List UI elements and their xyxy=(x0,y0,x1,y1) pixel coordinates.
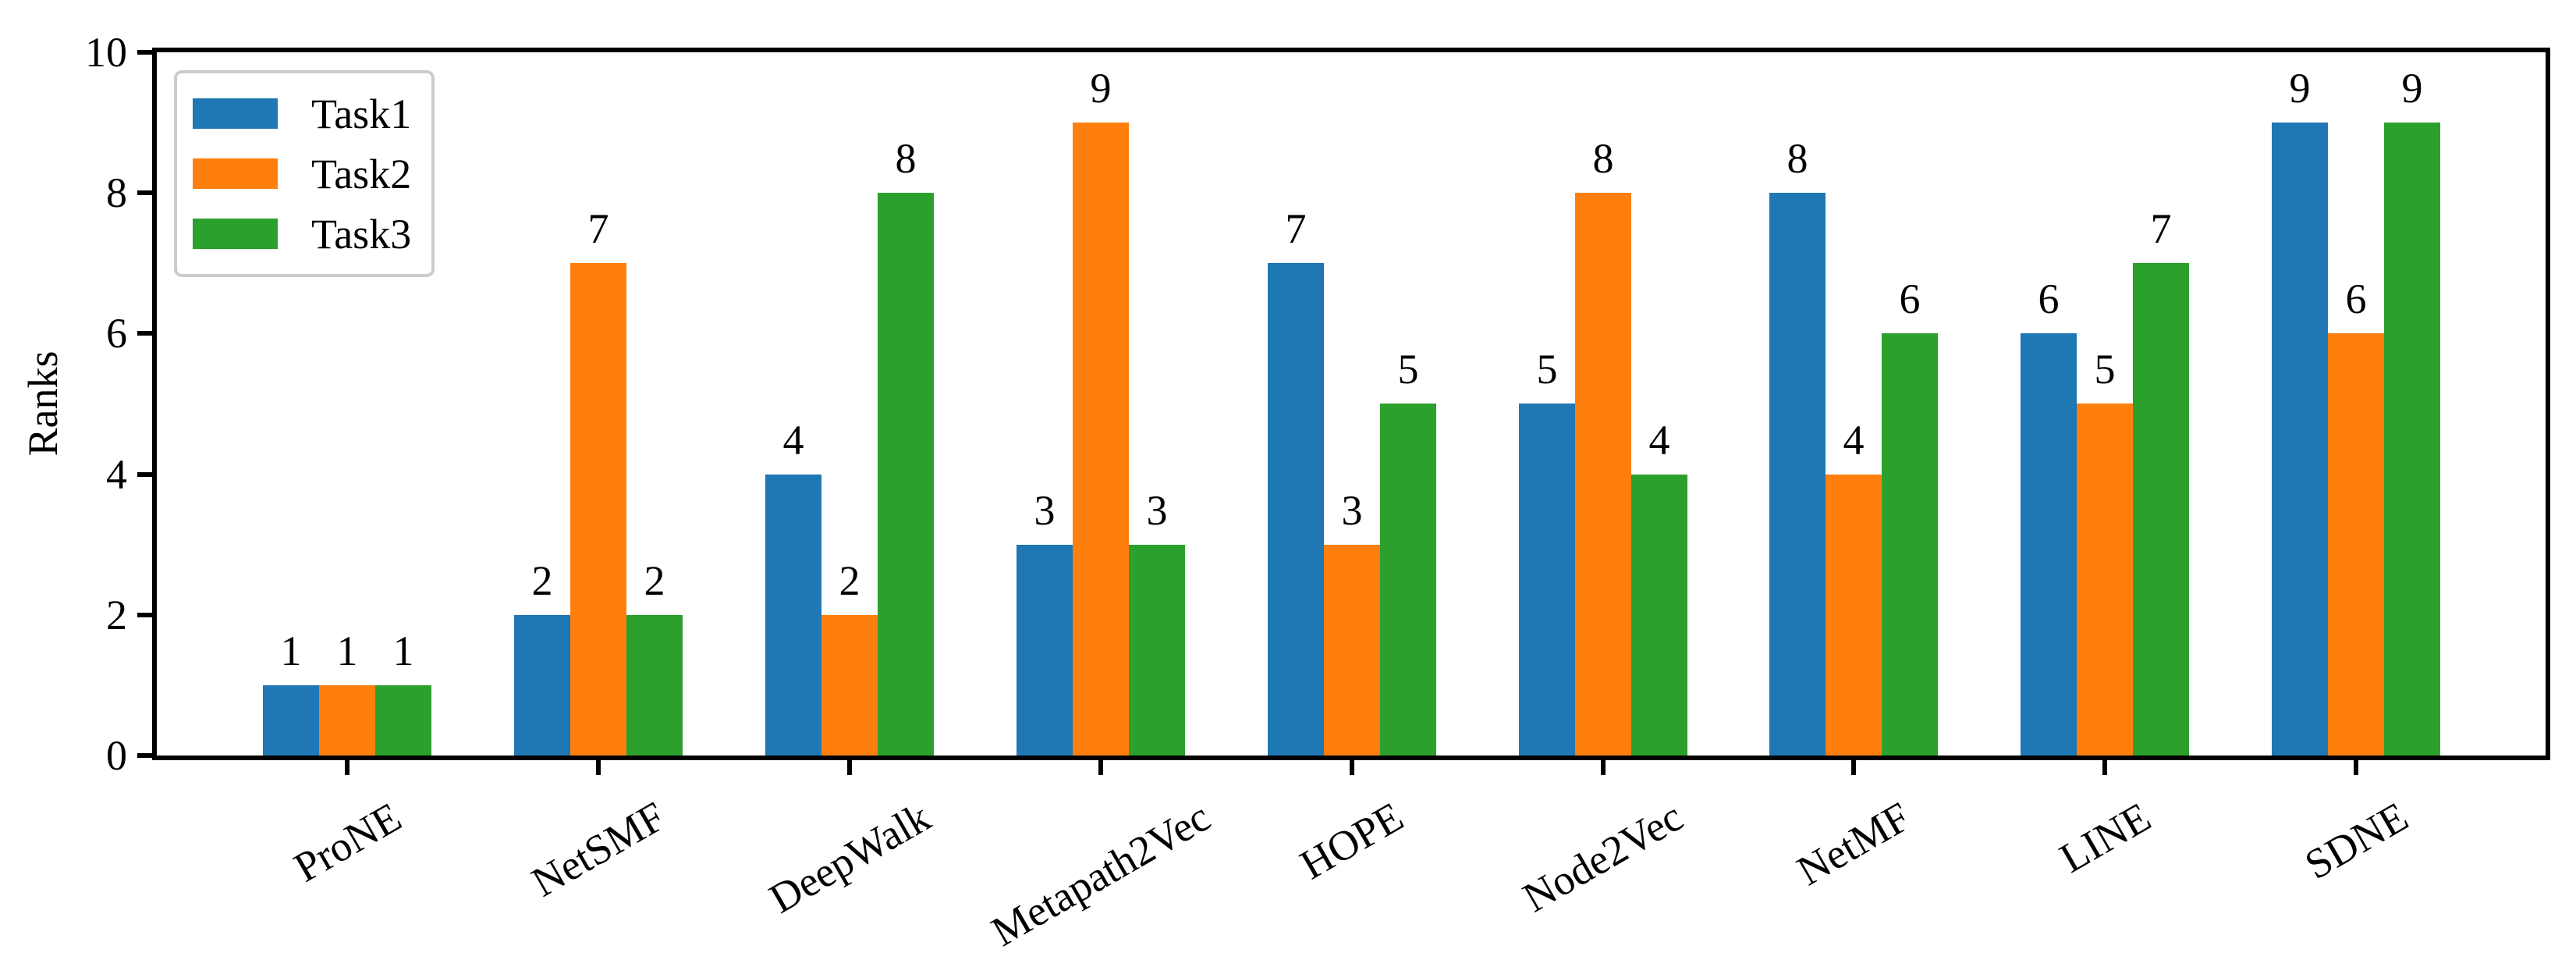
x-tick-mark xyxy=(345,758,349,775)
bar-task2-deepwalk xyxy=(821,615,878,756)
bar-task3-deepwalk xyxy=(878,193,934,756)
y-tick-label: 6 xyxy=(106,310,127,357)
bar-task1-deepwalk xyxy=(765,475,821,756)
bar-task2-netsmf xyxy=(570,263,626,756)
bar-task2-prone xyxy=(319,685,375,756)
bar-value-label: 4 xyxy=(782,417,804,464)
legend-swatch-task2 xyxy=(193,158,278,189)
y-tick-mark xyxy=(137,612,154,617)
bar-task3-metapath2vec xyxy=(1129,545,1185,756)
legend-row-task3: Task3 xyxy=(193,204,416,264)
y-tick-label: 10 xyxy=(85,29,127,76)
x-tick-mark xyxy=(2354,758,2359,775)
y-tick-mark xyxy=(137,190,154,196)
bar-value-label: 9 xyxy=(2289,65,2311,112)
bar-value-label: 8 xyxy=(1787,135,1808,182)
bar-value-label: 3 xyxy=(1146,487,1168,534)
legend-swatch-task1 xyxy=(193,98,278,129)
bar-value-label: 1 xyxy=(336,628,358,674)
bar-task3-sdne xyxy=(2384,123,2440,756)
bar-value-label: 3 xyxy=(1341,487,1363,534)
x-tick-label: ProNE xyxy=(286,792,409,891)
bar-value-label: 1 xyxy=(280,628,302,674)
y-tick-label: 8 xyxy=(106,169,127,217)
legend-row-task2: Task2 xyxy=(193,144,416,204)
y-tick-mark xyxy=(137,331,154,336)
bar-task1-sdne xyxy=(2272,123,2328,756)
bar-task1-metapath2vec xyxy=(1017,545,1073,756)
legend-swatch-task3 xyxy=(193,219,278,249)
bar-value-label: 4 xyxy=(1843,417,1865,464)
x-tick-mark xyxy=(846,758,852,775)
bar-task1-prone xyxy=(263,685,319,756)
bar-task3-netmf xyxy=(1882,333,1938,756)
y-tick-label: 2 xyxy=(106,591,127,638)
bar-value-label: 8 xyxy=(1592,135,1614,182)
x-tick-mark xyxy=(595,758,601,775)
x-tick-mark xyxy=(1600,758,1606,775)
bar-value-label: 5 xyxy=(1536,346,1558,393)
x-tick-label: Metapath2Vec xyxy=(983,792,1218,955)
bar-value-label: 3 xyxy=(1034,487,1056,534)
bar-task1-netsmf xyxy=(514,615,570,756)
bar-value-label: 9 xyxy=(2401,65,2423,112)
bar-task3-prone xyxy=(375,685,431,756)
bar-task1-hope xyxy=(1268,263,1324,756)
x-tick-label: NetMF xyxy=(1789,792,1918,894)
legend-label-task1: Task1 xyxy=(311,90,412,137)
legend-label-task2: Task2 xyxy=(311,150,412,197)
bar-task1-netmf xyxy=(1769,193,1826,756)
bar-value-label: 4 xyxy=(1648,417,1670,464)
y-tick-mark xyxy=(137,753,154,758)
bar-value-label: 9 xyxy=(1090,65,1112,112)
x-tick-label: SDNE xyxy=(2297,792,2416,889)
bar-value-label: 7 xyxy=(587,205,609,252)
bar-value-label: 6 xyxy=(2345,276,2367,322)
legend-row-task1: Task1 xyxy=(193,84,416,144)
x-tick-label: DeepWalk xyxy=(761,792,938,923)
bar-value-label: 6 xyxy=(1899,276,1921,322)
bar-task2-metapath2vec xyxy=(1073,123,1129,756)
bar-task1-line xyxy=(2021,333,2077,756)
bar-value-label: 5 xyxy=(2094,346,2116,393)
bar-task2-node2vec xyxy=(1575,193,1631,756)
x-tick-label: NetSMF xyxy=(523,792,673,906)
bar-value-label: 7 xyxy=(1285,205,1307,252)
bar-value-label: 5 xyxy=(1397,346,1419,393)
bar-task2-sdne xyxy=(2328,333,2384,756)
y-tick-label: 4 xyxy=(106,450,127,498)
x-tick-mark xyxy=(1349,758,1354,775)
bar-task3-netsmf xyxy=(626,615,683,756)
bar-task1-node2vec xyxy=(1519,404,1575,756)
y-tick-mark xyxy=(137,50,154,55)
legend-label-task3: Task3 xyxy=(311,210,412,258)
bar-value-label: 2 xyxy=(644,557,665,604)
y-tick-mark xyxy=(137,471,154,477)
bar-task2-hope xyxy=(1324,545,1380,756)
x-tick-label: Node2Vec xyxy=(1515,792,1691,922)
x-tick-label: HOPE xyxy=(1292,792,1411,889)
bar-value-label: 2 xyxy=(531,557,553,604)
bar-task2-netmf xyxy=(1826,475,1882,756)
x-tick-mark xyxy=(2102,758,2108,775)
y-tick-label: 0 xyxy=(106,732,127,779)
legend: Task1 Task2 Task3 xyxy=(174,70,435,277)
bar-task3-line xyxy=(2133,263,2189,756)
x-tick-mark xyxy=(1851,758,1857,775)
bar-task3-hope xyxy=(1380,404,1436,756)
bar-value-label: 1 xyxy=(392,628,414,674)
bar-task3-node2vec xyxy=(1631,475,1687,756)
bar-value-label: 2 xyxy=(839,557,860,604)
x-tick-label: LINE xyxy=(2052,792,2159,882)
x-tick-mark xyxy=(1098,758,1103,775)
bar-value-label: 6 xyxy=(2038,276,2060,322)
bar-task2-line xyxy=(2077,404,2133,756)
bar-value-label: 8 xyxy=(895,135,917,182)
bar-value-label: 7 xyxy=(2150,205,2172,252)
